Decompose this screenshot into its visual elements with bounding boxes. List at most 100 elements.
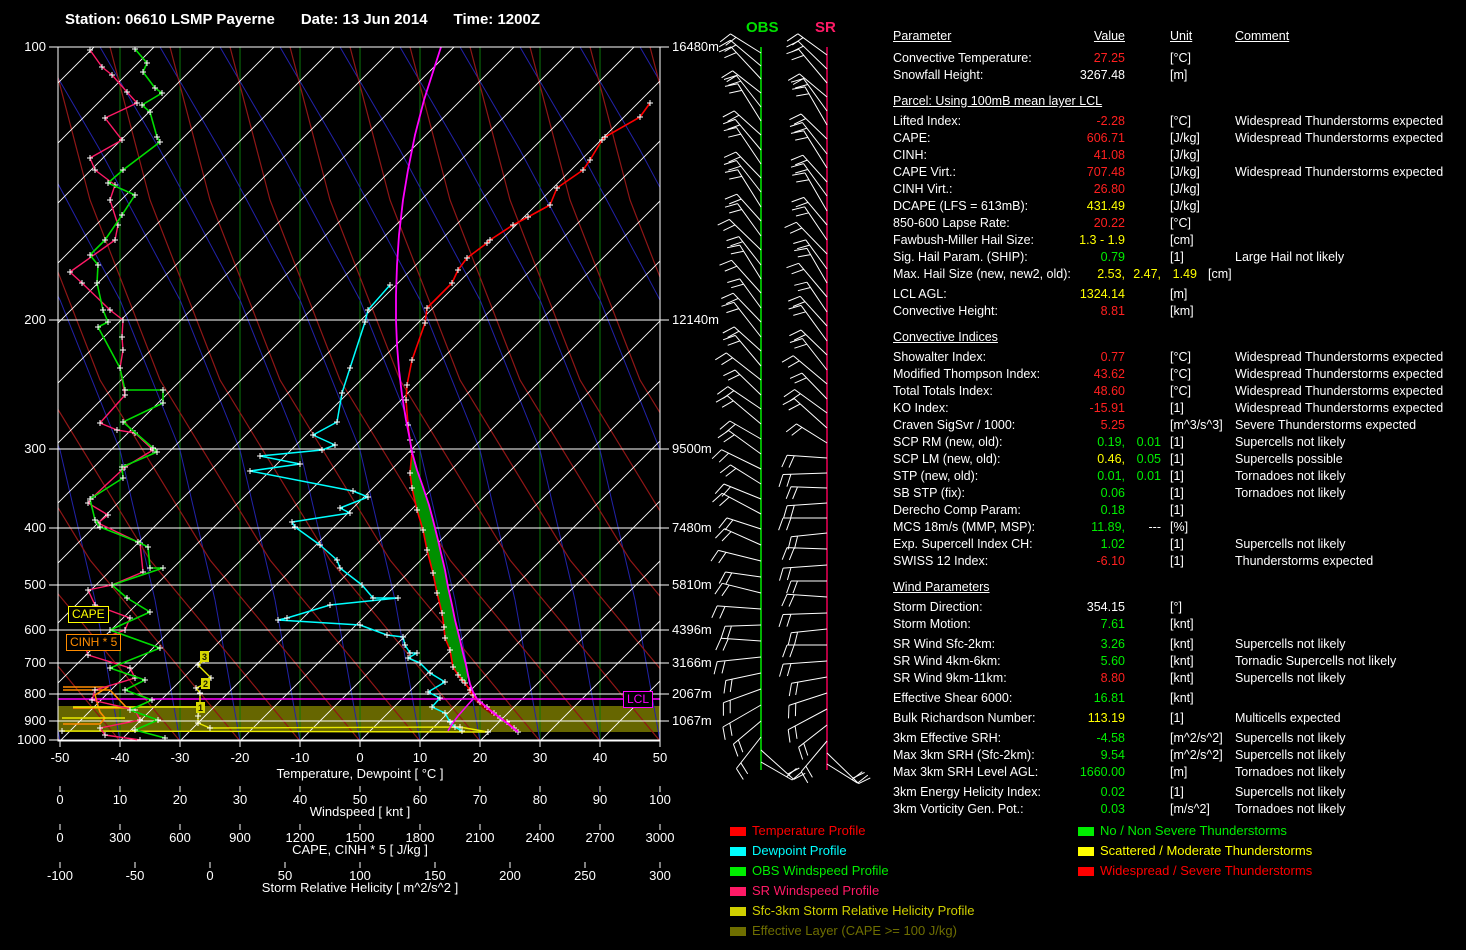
wind-barb: [779, 660, 828, 677]
param-comment: Severe Thunderstorms expected: [1235, 418, 1417, 432]
table-row: SR Wind 4km-6km: 5.60 [knt] Tornadic Superc…: [893, 653, 1466, 670]
height-tick-label: 4396m: [672, 622, 712, 637]
table-row: CAPE: 606.71 [J/kg] Widespread Thunderstorm…: [893, 130, 1466, 147]
srh-km-marker-label: 2: [203, 679, 208, 689]
wind-barb: [719, 33, 762, 54]
wind-barb: [800, 740, 828, 784]
height-tick-label: 1067m: [672, 713, 712, 728]
wind-barb: [781, 547, 828, 561]
legend-label: No / Non Severe Thunderstorms: [1100, 823, 1287, 838]
table-row: Lifted Index: -2.28 [°C] Widespread Thunder…: [893, 113, 1466, 130]
wind-barb: [724, 169, 762, 208]
param-unit: [°C]: [1170, 367, 1191, 381]
table-row: CAPE Virt.: 707.48 [J/kg] Widespread Thunde…: [893, 164, 1466, 181]
table-row: Craven SigSvr / 1000: 5.25 [m^3/s^3] Severe…: [893, 417, 1466, 434]
param-unit: [1]: [1170, 711, 1184, 725]
header-value: Value: [1093, 29, 1125, 43]
sr-barb-column: [778, 33, 871, 785]
param-value: -4.58: [1096, 731, 1126, 745]
wind-barb: [715, 395, 762, 425]
wind-barb: [790, 78, 828, 112]
param-unit: [1]: [1170, 554, 1184, 568]
srh-axis-tick-label: 200: [499, 868, 521, 883]
param-value: 41.08: [1093, 148, 1125, 162]
wind-barb: [723, 151, 762, 179]
param-value: 26.80: [1093, 182, 1125, 196]
temperature-axis-tick-label: -40: [111, 750, 130, 765]
param-name: Derecho Comp Param:: [893, 503, 1021, 517]
table-row: Storm Direction: 354.15 [°]: [893, 599, 1466, 616]
wind-barb: [723, 672, 762, 694]
wind-barb: [790, 130, 828, 169]
param-unit: [1]: [1170, 452, 1184, 466]
wind-barb: [713, 656, 762, 675]
param-comment: Supercells not likely: [1235, 637, 1346, 651]
cape-axis-tick-label: 900: [229, 830, 251, 845]
cape-axis-tick-label: 2700: [586, 830, 615, 845]
wind-barb: [715, 352, 762, 381]
param-unit: [%]: [1170, 520, 1189, 534]
param-value: 1324.14: [1079, 287, 1125, 301]
temperature-axis-tick-label: 10: [413, 750, 427, 765]
wind-barb: [787, 628, 828, 646]
wind-barb: [782, 398, 828, 429]
cape-axis-title: CAPE, CINH * 5 [ J/kg ]: [292, 842, 428, 857]
param-unit: [1]: [1170, 503, 1184, 517]
plot-area: 3 2 1: [58, 47, 660, 741]
wind-barb: [714, 582, 762, 597]
param-value: 5.60: [1100, 654, 1125, 668]
table-body: Convective Temperature: 27.25 [°C] Snowfall…: [893, 50, 1466, 818]
time-title: Time: 1200Z: [453, 11, 540, 28]
param-value: 1.3 - 1.9: [1079, 233, 1125, 247]
param-value: 0.01: [1136, 469, 1161, 483]
wind-barb: [722, 334, 762, 367]
param-value: 43.62: [1093, 367, 1125, 381]
temperature-axis-tick-label: -50: [51, 750, 70, 765]
wind-barb: [718, 517, 762, 531]
height-tick-label: 2067m: [672, 686, 712, 701]
param-unit: [knt]: [1170, 691, 1194, 705]
wind-barb: [724, 83, 762, 122]
srh-axis-tick-label: 100: [349, 868, 371, 883]
wind-barb: [781, 454, 828, 468]
wind-barb: [714, 483, 762, 500]
legend-label: Dewpoint Profile: [752, 843, 847, 858]
date-title: Date: 13 Jun 2014: [300, 11, 428, 28]
legend-swatch: [1078, 867, 1094, 876]
param-unit: [J/kg]: [1170, 165, 1200, 179]
table-section-header: Convective Indices: [893, 330, 998, 344]
param-unit: [knt]: [1170, 671, 1194, 685]
param-value: 16.81: [1093, 691, 1125, 705]
wind-barb: [722, 110, 762, 136]
table-row: Bulk Richardson Number: 113.19 [1] Multicel…: [893, 710, 1466, 727]
param-unit: [m^2/s^2]: [1170, 731, 1223, 745]
param-comment: Tornadoes not likely: [1235, 469, 1346, 483]
cape-axis-tick-label: 2100: [466, 830, 495, 845]
param-comment: Widespread Thunderstorms expected: [1235, 367, 1444, 381]
plot-border: [57, 46, 661, 742]
table-row: Convective Height: 8.81 [km]: [893, 303, 1466, 320]
wind-barb: [732, 720, 762, 757]
param-comment: Supercells not likely: [1235, 671, 1346, 685]
windspeed-axis-tick-label: 0: [56, 792, 63, 807]
windspeed-axis-title: Windspeed [ knt ]: [309, 804, 411, 819]
wind-barb: [788, 692, 828, 719]
wind-barb: [722, 326, 762, 352]
param-value: 5.25: [1100, 418, 1125, 432]
srh-km-marker-label: 3: [202, 652, 207, 662]
wind-barb: [785, 486, 828, 500]
wind-barb: [785, 423, 828, 444]
table-row: Effective Shear 6000: 16.81 [knt]: [893, 690, 1466, 707]
legend-swatch: [1078, 847, 1094, 856]
table-row: Exp. Supercell Index CH: 1.02 [1] Supercell…: [893, 536, 1466, 553]
cape-axis-tick-label: 2400: [526, 830, 555, 845]
param-name: Storm Direction:: [893, 600, 983, 614]
legend-swatch: [730, 887, 746, 896]
param-value: 3.26: [1100, 637, 1125, 651]
table-row: CINH: 41.08 [J/kg]: [893, 147, 1466, 164]
param-name: 850-600 Lapse Rate:: [893, 216, 1010, 230]
legend-label: Widespread / Severe Thunderstorms: [1100, 863, 1313, 878]
param-unit: [knt]: [1170, 617, 1194, 631]
param-name: SR Wind 4km-6km:: [893, 654, 1001, 668]
param-comment: Tornadoes not likely: [1235, 802, 1346, 816]
